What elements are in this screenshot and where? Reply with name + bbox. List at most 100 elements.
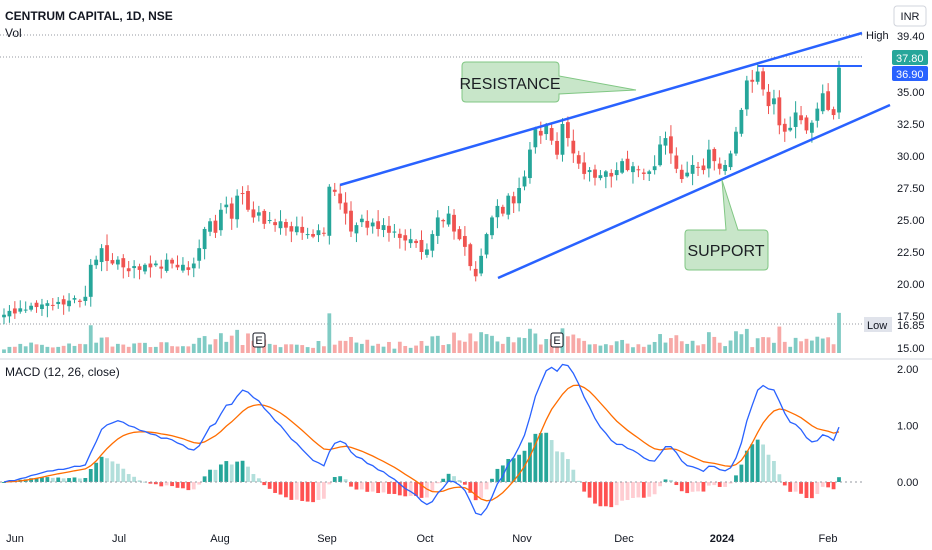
volume-bar <box>636 344 641 353</box>
macd-hist-bar <box>88 469 93 482</box>
macd-hist-bar <box>229 464 234 482</box>
volume-bar <box>419 340 424 353</box>
macd-hist-bar <box>679 482 684 492</box>
candle-body <box>528 149 532 179</box>
earnings-marker[interactable]: E <box>550 332 564 348</box>
macd-hist-bar <box>392 482 397 494</box>
macd-hist-bar <box>495 468 500 482</box>
volume-bar <box>197 337 202 353</box>
candle-body <box>289 226 294 232</box>
volume-bar <box>213 339 218 353</box>
volume-bar <box>576 338 581 353</box>
candle-body <box>267 220 272 221</box>
macd-hist-bar <box>110 461 115 482</box>
volume-bar <box>723 346 728 353</box>
volume-bar <box>685 343 690 353</box>
candle-body <box>831 109 836 116</box>
candle-body <box>229 203 234 219</box>
macd-hist-bar <box>441 478 446 482</box>
volume-bar <box>181 346 185 353</box>
volume-bar <box>462 341 467 353</box>
candle-body <box>674 155 679 169</box>
volume-bar <box>587 344 592 353</box>
volume-bar <box>132 343 137 353</box>
macd-signal-line <box>3 384 840 502</box>
volume-bar <box>78 343 82 353</box>
time-tick-label: Dec <box>614 533 634 545</box>
price-tag-2: 36.90 <box>892 66 928 81</box>
macd-hist-bar <box>468 482 473 493</box>
candle-body <box>712 148 717 162</box>
price-tick-label: 22.50 <box>897 247 925 259</box>
candle-body <box>479 255 484 274</box>
candle-body <box>744 80 749 110</box>
candle-body <box>34 302 39 308</box>
candle-body <box>262 210 267 224</box>
candle-body <box>246 191 250 210</box>
volume-bar <box>289 344 294 353</box>
volume-bar <box>72 345 77 353</box>
candle-body <box>793 112 798 127</box>
svg-text:39.40: 39.40 <box>897 31 925 43</box>
support-trendline <box>497 103 891 280</box>
macd-hist-bar <box>793 482 798 492</box>
earnings-marker[interactable]: E <box>252 332 266 348</box>
macd-hist-bar <box>820 482 825 487</box>
candle-body <box>734 131 738 154</box>
time-tick-label: 2024 <box>710 533 735 545</box>
macd-hist-bar <box>121 468 126 482</box>
macd-hist-bar <box>381 482 386 493</box>
high-tag: High 39.40 <box>866 28 928 43</box>
macd-hist-bar <box>311 482 315 503</box>
volume-bar <box>582 340 587 353</box>
macd-hist-bar <box>262 482 267 486</box>
volume-bar <box>679 341 684 353</box>
macd-tick-label: 1.00 <box>897 421 918 433</box>
macd-hist-bar <box>446 473 451 482</box>
macd-hist-bar <box>452 476 456 482</box>
macd-hist-bar <box>284 482 288 498</box>
candle-body <box>538 130 543 136</box>
macd-hist-bar <box>750 444 755 482</box>
volume-bar <box>175 346 180 353</box>
macd-hist-bar <box>289 482 294 500</box>
volume-bar <box>435 335 440 353</box>
candle-body <box>23 309 28 311</box>
volume-bar <box>273 344 278 353</box>
candle-body <box>820 93 825 112</box>
volume-bar <box>750 347 755 353</box>
volume-bar <box>837 312 841 353</box>
chart-title: CENTRUM CAPITAL, 1D, NSE <box>5 9 173 23</box>
volume-bar <box>105 337 109 353</box>
candle-body <box>88 264 93 297</box>
volume-bar <box>224 341 229 353</box>
volume-bar <box>23 346 28 353</box>
volume-bar <box>425 345 429 353</box>
macd-hist-bar <box>343 479 348 482</box>
macd-hist-bar <box>636 482 641 498</box>
volume-bar <box>88 325 93 353</box>
candle-body <box>218 209 223 231</box>
volume-bar <box>218 333 223 353</box>
candle-body <box>110 260 115 264</box>
volume-bar <box>712 336 717 353</box>
volume-bar <box>126 346 131 353</box>
volume-bar <box>137 342 142 353</box>
macd-hist-bar <box>148 482 153 484</box>
candle-body <box>175 264 180 268</box>
currency-button[interactable]: INR <box>893 5 927 27</box>
price-tick-label: 15.00 <box>897 343 925 355</box>
price-tick-label: 17.50 <box>897 311 925 323</box>
macd-hist-bar <box>408 482 413 496</box>
candle-body <box>500 206 505 214</box>
time-axis: Jun Jul Aug Sep Oct Nov Dec 2024 Feb <box>6 533 837 545</box>
macd-hist-bar <box>208 469 212 482</box>
macd-hist-bar <box>669 479 673 482</box>
macd-label: MACD (12, 26, close) <box>5 365 120 379</box>
candle-body <box>755 71 760 82</box>
macd-hist-bar <box>799 482 803 494</box>
volume-bar <box>332 344 337 353</box>
candle-body <box>533 129 538 148</box>
macd-hist-bar <box>565 459 570 482</box>
